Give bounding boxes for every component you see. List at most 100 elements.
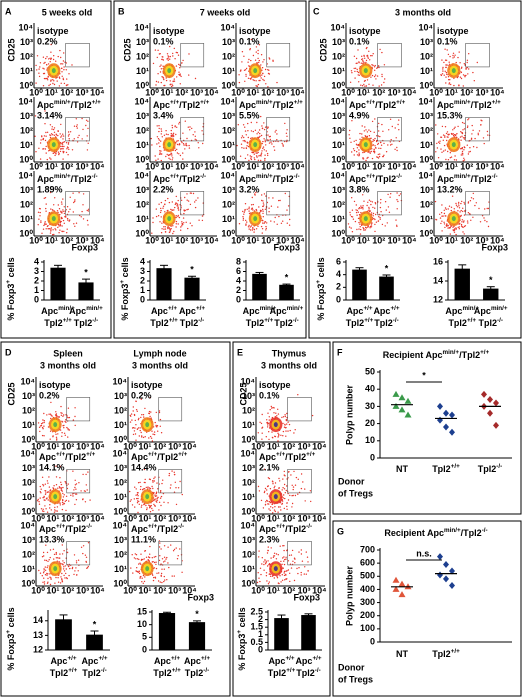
flow-event	[56, 510, 58, 512]
flow-event	[39, 158, 42, 160]
flow-tick-label: 10⁰	[221, 80, 235, 90]
flow-event	[262, 61, 264, 63]
data-point	[493, 399, 499, 407]
flow-event	[64, 500, 67, 502]
flow-event	[87, 127, 89, 130]
flow-event	[266, 485, 269, 488]
flow-event	[441, 230, 443, 232]
flow-event	[443, 144, 446, 147]
flow-event	[189, 192, 192, 194]
flow-event	[389, 141, 391, 143]
flow-tick-label: 10¹	[242, 420, 255, 430]
flow-event	[351, 216, 354, 218]
flow-event	[36, 69, 38, 71]
flow-event	[298, 567, 300, 569]
flow-event	[286, 570, 288, 572]
flow-event	[165, 130, 167, 132]
flow-event	[260, 499, 263, 502]
flow-event	[469, 147, 471, 149]
flow-event	[461, 150, 464, 153]
flow-event	[164, 560, 166, 562]
flow-event	[133, 498, 135, 500]
flow-event	[152, 579, 155, 582]
flow-tick-label: 10¹	[20, 214, 33, 224]
flow-event	[266, 493, 268, 495]
flow-event	[445, 64, 447, 66]
flow-event	[49, 57, 51, 59]
flow-event	[72, 211, 75, 213]
flow-event	[37, 422, 40, 424]
flow-event	[61, 501, 64, 504]
flow-event	[137, 571, 139, 573]
chart-title-part: /Tpl2	[461, 528, 482, 538]
flow-event	[368, 50, 370, 52]
flow-event	[60, 210, 62, 212]
flow-event	[63, 414, 65, 416]
flow-event	[388, 211, 391, 213]
flow-event	[160, 207, 162, 210]
flow-event	[277, 413, 280, 415]
flow-event	[462, 210, 464, 213]
flow-event	[62, 60, 65, 62]
flow-label-part: -/-	[200, 173, 206, 180]
flow-event	[160, 133, 162, 135]
flow-event	[476, 146, 478, 149]
flow-label: Apcmin/+/Tpl2+/+	[37, 99, 101, 110]
flow-label-part: -/-	[92, 173, 98, 180]
flow-event	[460, 209, 462, 212]
flow-gate	[287, 469, 312, 494]
flow-event	[63, 427, 65, 429]
flow-event	[65, 69, 68, 71]
y-tick-label: 600	[360, 558, 375, 568]
flow-event	[362, 158, 364, 160]
flow-event	[56, 557, 59, 559]
flow-event	[148, 412, 151, 415]
flow-event	[87, 208, 90, 210]
x-tick-label: Tpl2+/+	[432, 648, 460, 659]
flow-event	[265, 572, 268, 574]
flow-tick-label: 10²	[460, 235, 473, 245]
flow-event	[53, 134, 56, 136]
flow-event	[188, 147, 191, 149]
flow-event	[155, 411, 157, 414]
y-axis-label-part: +	[236, 630, 243, 634]
flow-event	[358, 74, 360, 77]
flow-event	[45, 210, 47, 212]
y-tick-label: 0	[236, 294, 241, 304]
flow-event	[356, 62, 358, 64]
flow-event	[170, 228, 172, 230]
flow-event	[245, 75, 247, 77]
flow-event	[39, 497, 41, 499]
flow-event	[440, 222, 442, 225]
flow-event	[241, 51, 244, 53]
flow-event	[452, 229, 455, 232]
flow-event	[457, 125, 459, 128]
flow-event	[67, 429, 70, 431]
x-tick-label-part: Tpl2	[346, 318, 365, 328]
flow-event	[270, 557, 272, 559]
flow-event	[74, 484, 77, 486]
flow-event	[185, 143, 187, 145]
y-tick-label: 500	[360, 571, 375, 581]
flow-event	[58, 232, 60, 234]
flow-event	[282, 144, 284, 146]
flow-event	[160, 128, 162, 130]
flow-event	[378, 216, 380, 218]
flow-event	[60, 56, 62, 59]
flow-event	[255, 228, 258, 230]
flow-event	[398, 119, 400, 121]
x-tick-label-part: +/+	[68, 667, 77, 674]
flow-event	[247, 226, 250, 228]
flow-event	[351, 120, 353, 122]
flow-event	[61, 148, 63, 150]
flow-event	[62, 560, 64, 562]
flow-event	[293, 432, 295, 434]
flow-event	[372, 215, 374, 217]
panel-frame	[113, 0, 307, 339]
flow-event	[52, 82, 54, 85]
flow-event	[173, 491, 176, 493]
flow-event	[446, 64, 448, 66]
flow-event	[66, 217, 69, 220]
flow-event	[49, 157, 51, 159]
flow-event	[240, 143, 243, 145]
